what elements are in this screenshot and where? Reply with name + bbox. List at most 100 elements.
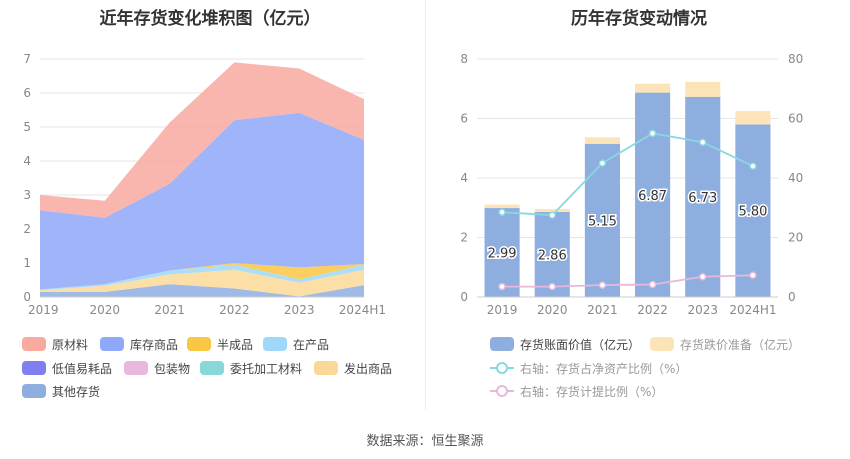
legend-label: 库存商品 [130, 337, 179, 352]
legend-swatch [22, 361, 46, 375]
legend-label: 发出商品 [344, 361, 393, 376]
legend-item-raw-materials[interactable]: 原材料 [22, 336, 88, 352]
legend-line-marker [490, 384, 514, 398]
legend-label: 半成品 [217, 337, 254, 352]
legend-label: 委托加工材料 [230, 361, 303, 376]
y-tick-label: 0 [23, 290, 31, 304]
bar-book-value [534, 211, 570, 297]
legend-item-provision-ratio[interactable]: 右轴：存货计提比例（%） [490, 383, 663, 399]
bar-impairment [685, 81, 721, 97]
bar-book-value [484, 208, 520, 297]
area-series [40, 264, 364, 291]
line-point [648, 129, 657, 138]
legend-item-other-inventory[interactable]: 其他存货 [22, 383, 100, 399]
legend-swatch [200, 361, 224, 375]
line-point [648, 280, 657, 289]
y-tick-label: 7 [23, 52, 31, 66]
legend-swatch [187, 337, 211, 351]
legend-item-goods-shipped[interactable]: 发出商品 [314, 360, 392, 376]
y-tick-label: 6 [23, 86, 31, 100]
y2-tick-label: 60 [788, 112, 803, 126]
bar-book-value [685, 96, 721, 297]
y-tick-label: 0 [460, 290, 468, 304]
legend-item-low-value-consumables[interactable]: 低值易耗品 [22, 360, 112, 376]
x-tick-label: 2020 [537, 303, 568, 317]
y-tick-label: 1 [23, 256, 31, 270]
x-tick-label: 2020 [90, 303, 121, 317]
legend-item-consigned-processing[interactable]: 委托加工材料 [200, 360, 302, 376]
legend-label: 在产品 [293, 337, 330, 352]
legend-label: 低值易耗品 [52, 361, 113, 376]
legend-item-packaging[interactable]: 包装物 [124, 360, 190, 376]
ratio-line [502, 274, 753, 288]
y-tick-label: 6 [460, 112, 468, 126]
right-chart-title: 历年存货变动情况 [571, 9, 707, 29]
stacked-area-chart: 0 1 2 3 4 5 6 7 2019 2020 2021 2022 2023 2024H1 [23, 52, 386, 317]
area-series [40, 62, 364, 218]
x-tick-label: 2022 [219, 303, 250, 317]
legend-swatch [124, 361, 148, 375]
legend-item-inventory-to-net-assets[interactable]: 右轴：存货占净资产比例（%） [490, 360, 687, 376]
line-point [749, 271, 757, 280]
bar-data-label: 6.73 [688, 191, 717, 206]
line-point [699, 273, 707, 281]
legend-item-book-value[interactable]: 存货账面价值（亿元） [490, 336, 640, 352]
legend-swatch [100, 337, 124, 351]
legend-item-semi-finished[interactable]: 半成品 [187, 336, 253, 352]
area-series [40, 263, 364, 290]
bar-book-value [735, 124, 771, 297]
bar-data-label: 5.80 [738, 205, 767, 220]
x-tick-label: 2023 [284, 303, 315, 317]
x-tick-label: 2019 [28, 303, 59, 317]
legend-label: 原材料 [52, 337, 89, 352]
legend-swatch [22, 337, 46, 351]
area-series [40, 112, 364, 290]
x-tick-label: 2024H1 [339, 303, 386, 317]
legend-label: 存货跌价准备（亿元） [680, 337, 801, 352]
legend-label: 存货账面价值（亿元） [520, 337, 641, 352]
left-chart-title: 近年存货变化堆积图（亿元） [99, 9, 321, 29]
bar-impairment [484, 204, 520, 209]
line-point [548, 211, 556, 219]
y-tick-label: 2 [23, 222, 31, 236]
legend-item-impairment-provision[interactable]: 存货跌价准备（亿元） [650, 336, 800, 352]
legend-label: 其他存货 [52, 384, 101, 399]
bar-data-label: 2.99 [488, 247, 517, 262]
line-point [498, 208, 506, 216]
x-tick-label: 2022 [637, 303, 668, 317]
legend-item-work-in-process[interactable]: 在产品 [263, 336, 329, 352]
ratio-line [502, 132, 754, 217]
y2-tick-label: 20 [788, 231, 803, 245]
bar-data-label: 5.15 [588, 214, 617, 229]
y-tick-label: 4 [460, 171, 468, 185]
y-tick-label: 8 [460, 52, 468, 66]
legend-label: 右轴：存货占净资产比例（%） [520, 361, 688, 376]
legend-swatch [22, 384, 46, 398]
legend-item-finished-goods[interactable]: 库存商品 [100, 336, 178, 352]
line-point [548, 282, 556, 291]
x-tick-label: 2021 [154, 303, 185, 317]
x-tick-label: 2019 [487, 303, 518, 317]
bar-impairment [635, 83, 671, 93]
y-tick-label: 4 [23, 154, 31, 168]
bar-impairment [534, 208, 570, 212]
y2-tick-label: 0 [788, 290, 796, 304]
legend-label: 包装物 [154, 361, 191, 376]
panel-divider [425, 0, 426, 410]
bar-data-label: 6.87 [638, 189, 667, 204]
bar-book-value [584, 143, 620, 297]
y-tick-label: 5 [23, 120, 31, 134]
legend-label: 右轴：存货计提比例（%） [520, 384, 664, 399]
legend-line-marker [490, 361, 514, 375]
area-series [40, 284, 364, 297]
y2-tick-label: 80 [788, 52, 803, 66]
x-tick-label: 2024H1 [729, 303, 776, 317]
line-point [598, 281, 607, 289]
x-tick-label: 2021 [587, 303, 618, 317]
bar-impairment [584, 137, 620, 144]
bar-impairment [735, 111, 771, 125]
y-tick-label: 2 [460, 231, 468, 245]
line-point [749, 162, 757, 170]
bar-book-value [635, 92, 671, 298]
